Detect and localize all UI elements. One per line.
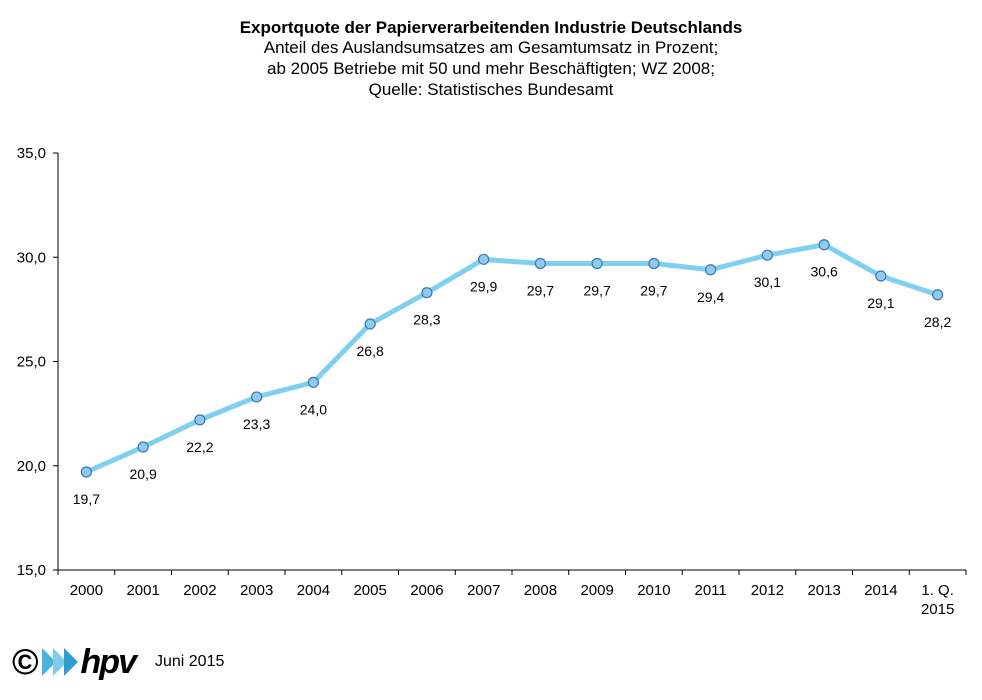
chart-titles: Exportquote der Papierverarbeitenden Ind… — [0, 18, 982, 100]
data-point — [591, 257, 603, 270]
data-label: 19,7 — [73, 491, 100, 507]
data-label: 29,7 — [584, 283, 611, 299]
x-tick-label: 2013 — [807, 582, 840, 599]
data-label: 30,6 — [811, 264, 838, 280]
x-tick-label: 2003 — [240, 582, 273, 599]
x-tick-label: 2015 — [921, 601, 954, 618]
data-label: 23,3 — [243, 416, 270, 432]
x-tick-label: 2004 — [297, 582, 330, 599]
hpv-logo-text: hpv — [80, 642, 137, 681]
data-point — [648, 257, 660, 270]
data-label: 20,9 — [130, 466, 157, 482]
data-label: 29,9 — [470, 278, 497, 294]
data-label: 29,1 — [867, 295, 894, 311]
x-tick-label: 2006 — [410, 582, 443, 599]
footer: © hpv Juni 2015 — [12, 640, 224, 684]
chart-subtitle-1: Anteil des Auslandsumsatzes am Gesamtums… — [263, 38, 719, 57]
y-tick-label: 25,0 — [17, 354, 46, 371]
data-label: 26,8 — [357, 343, 384, 359]
x-tick-label: 2010 — [637, 582, 670, 599]
data-label: 29,4 — [697, 289, 724, 305]
data-point — [364, 318, 376, 330]
data-label: 29,7 — [640, 283, 667, 299]
x-tick-label: 2002 — [183, 582, 216, 599]
data-point — [932, 289, 944, 301]
data-point — [137, 441, 149, 453]
data-label: 28,3 — [413, 312, 440, 328]
data-label: 28,2 — [924, 314, 951, 330]
x-tick-label: 2014 — [864, 582, 897, 599]
data-point — [761, 249, 773, 261]
data-point — [194, 414, 206, 426]
data-label: 22,2 — [186, 439, 213, 455]
x-tick-label: 2001 — [126, 582, 159, 599]
data-point — [421, 287, 433, 299]
footer-date: Juni 2015 — [154, 653, 225, 670]
y-tick-label: 30,0 — [17, 249, 46, 266]
data-label: 24,0 — [300, 401, 327, 417]
x-tick-label: 2005 — [353, 582, 386, 599]
x-tick-label: 2012 — [751, 582, 784, 599]
x-tick-label: 2009 — [580, 582, 613, 599]
data-point — [534, 257, 546, 270]
y-tick-label: 35,0 — [17, 145, 46, 162]
y-tick-label: 20,0 — [17, 458, 46, 475]
data-point — [705, 264, 717, 276]
data-point — [818, 239, 830, 251]
series-line — [83, 242, 941, 475]
x-tick-label: 1. Q. — [921, 582, 954, 599]
x-tick-label: 2007 — [467, 582, 500, 599]
data-point — [307, 376, 319, 388]
chart-subtitle-2: ab 2005 Betriebe mit 50 und mehr Beschäf… — [267, 59, 715, 78]
x-tick-label: 2000 — [70, 582, 103, 599]
data-label: 30,1 — [754, 274, 781, 290]
data-point — [478, 253, 490, 265]
chart-subtitle-3: Quelle: Statistisches Bundesamt — [368, 80, 614, 99]
data-point — [875, 270, 887, 282]
data-label: 29,7 — [527, 283, 554, 299]
copyright-symbol: © — [12, 641, 39, 682]
y-tick-label: 15,0 — [17, 562, 46, 579]
x-tick-label: 2008 — [524, 582, 557, 599]
data-point — [80, 466, 92, 478]
hpv-chevrons-icon — [41, 648, 78, 676]
line-chart: 15,0 20,0 25,0 30,0 35,0 2000 2001 2002 2003 2004… — [17, 145, 967, 618]
x-tick-label: 2011 — [694, 582, 726, 599]
data-point — [251, 391, 263, 403]
chart-title: Exportquote der Papierverarbeitenden Ind… — [239, 18, 743, 37]
